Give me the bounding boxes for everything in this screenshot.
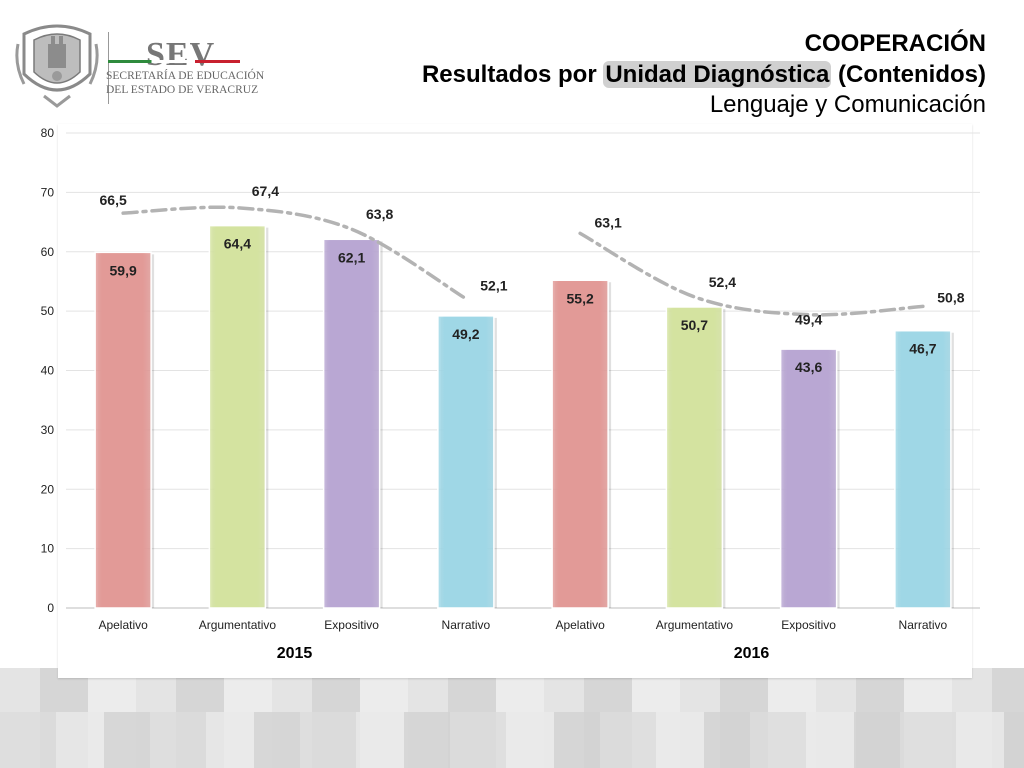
bar bbox=[94, 251, 152, 609]
line-data-label: 63,1 bbox=[595, 214, 622, 230]
bar bbox=[665, 306, 724, 609]
line-data-label: 52,4 bbox=[709, 274, 736, 290]
series-line bbox=[121, 205, 468, 301]
line-data-label: 63,8 bbox=[366, 206, 393, 222]
y-tick-label: 10 bbox=[41, 542, 55, 556]
y-tick-label: 80 bbox=[41, 126, 55, 140]
x-tick-label: Expositivo bbox=[781, 618, 836, 632]
bar-data-label: 50,7 bbox=[681, 317, 708, 333]
line-data-label: 52,1 bbox=[480, 278, 507, 294]
y-tick-label: 60 bbox=[41, 245, 55, 259]
bar-data-label: 46,7 bbox=[909, 341, 936, 357]
logo-subtitle-line1: SECRETARÍA DE EDUCACIÓN bbox=[106, 70, 265, 82]
x-tick-label: Narrativo bbox=[442, 618, 491, 632]
bar-data-label: 62,1 bbox=[338, 249, 365, 265]
x-tick-label: Narrativo bbox=[899, 618, 948, 632]
y-tick-label: 30 bbox=[41, 423, 55, 437]
line-data-label: 50,8 bbox=[937, 289, 964, 305]
bar-data-label: 55,2 bbox=[567, 290, 594, 306]
x-tick-label: Apelativo bbox=[555, 618, 605, 632]
series-line bbox=[578, 231, 925, 317]
y-tick-label: 0 bbox=[47, 601, 54, 615]
subtitle-prefix: Resultados por bbox=[421, 61, 604, 88]
bar bbox=[322, 238, 381, 609]
bar-data-label: 64,4 bbox=[224, 236, 251, 252]
y-tick-label: 50 bbox=[41, 304, 55, 318]
bar bbox=[894, 329, 952, 609]
x-tick-label: Apelativo bbox=[98, 618, 148, 632]
bar bbox=[779, 348, 838, 609]
background-band-lower bbox=[0, 712, 1024, 768]
logo-name: SEV bbox=[146, 36, 216, 73]
bar-data-label: 43,6 bbox=[795, 359, 822, 375]
y-tick-label: 70 bbox=[41, 185, 55, 199]
bar bbox=[437, 315, 495, 609]
logo-divider bbox=[108, 32, 109, 104]
logo-subtitle-line2: DEL ESTADO DE VERACRUZ bbox=[106, 84, 259, 96]
veracruz-emblem-icon bbox=[15, 24, 99, 108]
bar bbox=[551, 279, 609, 609]
sev-logo: SEV SECRETARÍA DE EDUCACIÓN DEL ESTADO D… bbox=[14, 14, 264, 110]
page-subject: Lenguaje y Comunicación bbox=[709, 91, 986, 118]
bar bbox=[208, 224, 267, 609]
bar-data-label: 59,9 bbox=[110, 262, 137, 278]
page-subtitle: Resultados por Unidad Diagnóstica (Conte… bbox=[422, 59, 986, 90]
y-tick-label: 20 bbox=[41, 482, 55, 496]
line-data-label: 67,4 bbox=[252, 183, 279, 199]
year-group-label: 2015 bbox=[277, 645, 313, 662]
line-data-label: 66,5 bbox=[100, 192, 127, 208]
x-tick-label: Argumentativo bbox=[199, 618, 277, 632]
y-tick-label: 40 bbox=[41, 364, 55, 378]
subtitle-suffix: (Contenidos) bbox=[831, 61, 986, 88]
page-title: COOPERACIÓN bbox=[804, 30, 986, 57]
x-tick-label: Argumentativo bbox=[656, 618, 734, 632]
line-data-label: 49,4 bbox=[795, 312, 822, 328]
title-block: COOPERACIÓN Resultados por Unidad Diagnó… bbox=[422, 28, 986, 120]
logo-flag-line bbox=[108, 60, 240, 63]
subtitle-highlight: Unidad Diagnóstica bbox=[603, 61, 832, 88]
year-group-label: 2016 bbox=[734, 645, 770, 662]
bar-data-label: 49,2 bbox=[452, 326, 479, 342]
x-tick-label: Expositivo bbox=[324, 618, 379, 632]
